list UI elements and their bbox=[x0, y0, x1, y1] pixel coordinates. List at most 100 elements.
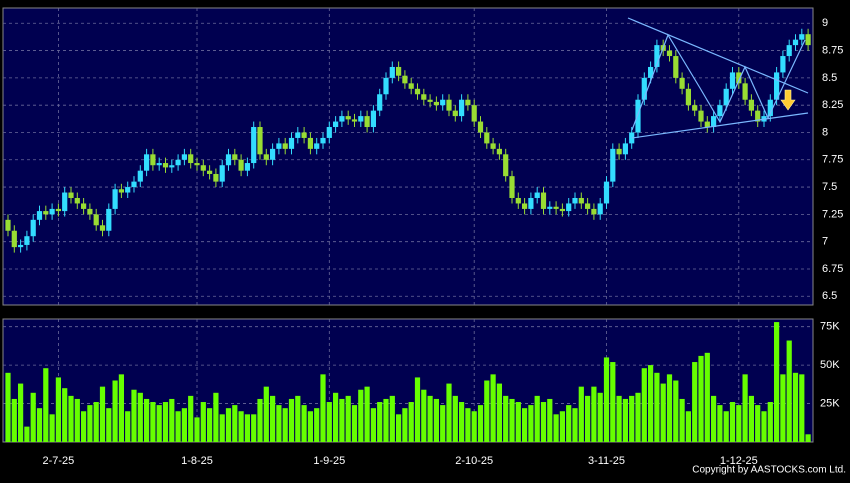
volume-panel bbox=[2, 318, 814, 443]
candle-body bbox=[11, 230, 17, 248]
volume-bar bbox=[666, 374, 673, 442]
candle-body bbox=[414, 88, 421, 95]
volume-bar bbox=[181, 408, 187, 442]
candle-body bbox=[288, 137, 295, 149]
candle-body bbox=[622, 143, 628, 155]
volume-bar bbox=[244, 414, 250, 442]
volume-bar bbox=[137, 392, 143, 442]
volume-bar bbox=[572, 408, 578, 442]
candle-body bbox=[118, 189, 124, 193]
volume-bar bbox=[43, 368, 49, 442]
volume-bar bbox=[225, 408, 232, 442]
candle-body bbox=[238, 159, 244, 171]
volume-bar bbox=[616, 395, 622, 442]
volume-bar bbox=[622, 398, 628, 442]
volume-bar bbox=[118, 374, 124, 442]
candle-body bbox=[585, 203, 591, 209]
y-tick-label: 9 bbox=[822, 17, 828, 29]
candle-body bbox=[421, 94, 427, 100]
volume-bar bbox=[18, 383, 24, 442]
volume-bar bbox=[597, 392, 603, 442]
volume-bar bbox=[427, 395, 433, 442]
candle-body bbox=[786, 45, 792, 57]
volume-bar bbox=[282, 408, 288, 442]
candle-body bbox=[471, 105, 477, 122]
volume-bar bbox=[792, 372, 799, 442]
candle-body bbox=[99, 225, 106, 231]
volume-bar bbox=[585, 395, 591, 442]
candle-body bbox=[200, 165, 206, 171]
candle-body bbox=[62, 192, 68, 212]
volume-bar bbox=[320, 374, 326, 442]
volume-bar bbox=[742, 374, 748, 442]
candle-body bbox=[748, 99, 754, 111]
candle-body bbox=[351, 119, 358, 122]
volume-bar bbox=[635, 392, 641, 442]
volume-bar bbox=[99, 386, 106, 442]
volume-bar bbox=[144, 398, 150, 442]
candle-body bbox=[522, 203, 528, 209]
volume-bar bbox=[736, 405, 742, 442]
trend-lines bbox=[627, 17, 809, 139]
candle-body bbox=[540, 192, 547, 209]
volume-bar bbox=[238, 411, 244, 442]
volume-bar bbox=[509, 398, 515, 442]
volume-bar bbox=[270, 395, 276, 442]
y-tick-label: 7.25 bbox=[822, 208, 843, 220]
volume-bar bbox=[553, 414, 559, 442]
candle-body bbox=[339, 116, 345, 122]
y-tick-label: 6.75 bbox=[822, 263, 843, 275]
candle-body bbox=[736, 72, 742, 84]
volume-bar bbox=[805, 434, 811, 442]
candle-body bbox=[679, 77, 685, 89]
volume-bar bbox=[660, 383, 666, 442]
volume-bar bbox=[433, 398, 439, 442]
candle-body bbox=[320, 137, 326, 144]
candle-body bbox=[345, 116, 351, 120]
trend-line bbox=[631, 112, 809, 139]
candle-body bbox=[477, 121, 484, 133]
volume-bar bbox=[484, 380, 490, 442]
volume-bar bbox=[534, 395, 540, 442]
candle-body bbox=[43, 211, 49, 215]
candle-body bbox=[68, 192, 74, 198]
candle-body bbox=[307, 137, 313, 149]
volume-bar bbox=[301, 405, 307, 442]
candle-body bbox=[24, 236, 30, 245]
volume-bar bbox=[263, 386, 269, 442]
candle-body bbox=[402, 75, 408, 84]
candle-body bbox=[641, 77, 647, 100]
candle-body bbox=[112, 189, 118, 209]
x-tick-label: 3-11-25 bbox=[588, 455, 625, 467]
volume-bar bbox=[175, 411, 181, 442]
candle-body bbox=[597, 203, 603, 215]
volume-bar bbox=[421, 389, 427, 442]
volume-bar bbox=[339, 398, 345, 442]
volume-bar bbox=[496, 383, 502, 442]
candle-body bbox=[74, 197, 80, 204]
candle-body bbox=[377, 94, 383, 111]
candle-body bbox=[490, 143, 496, 149]
candle-body bbox=[383, 77, 389, 95]
candle-body bbox=[692, 105, 698, 111]
volume-bar bbox=[774, 322, 780, 442]
candle-body bbox=[553, 206, 559, 209]
y-tick-label: 8.75 bbox=[822, 44, 843, 56]
candle-body bbox=[326, 127, 332, 138]
candle-body bbox=[162, 163, 169, 168]
volume-bar bbox=[748, 395, 754, 442]
candle-body bbox=[792, 39, 799, 46]
candle-body bbox=[175, 159, 181, 166]
candle-body bbox=[446, 99, 452, 111]
volume-bar bbox=[81, 411, 87, 442]
candle-body bbox=[496, 148, 502, 155]
candle-body bbox=[723, 88, 729, 106]
volume-bar bbox=[717, 405, 723, 442]
candle-body bbox=[244, 163, 250, 171]
volume-bar bbox=[131, 389, 137, 442]
volume-bar bbox=[55, 377, 61, 442]
y-tick-label: 7.5 bbox=[822, 181, 837, 193]
price-panel bbox=[2, 7, 814, 306]
candle-body bbox=[704, 121, 710, 128]
volume-bar bbox=[729, 402, 736, 442]
